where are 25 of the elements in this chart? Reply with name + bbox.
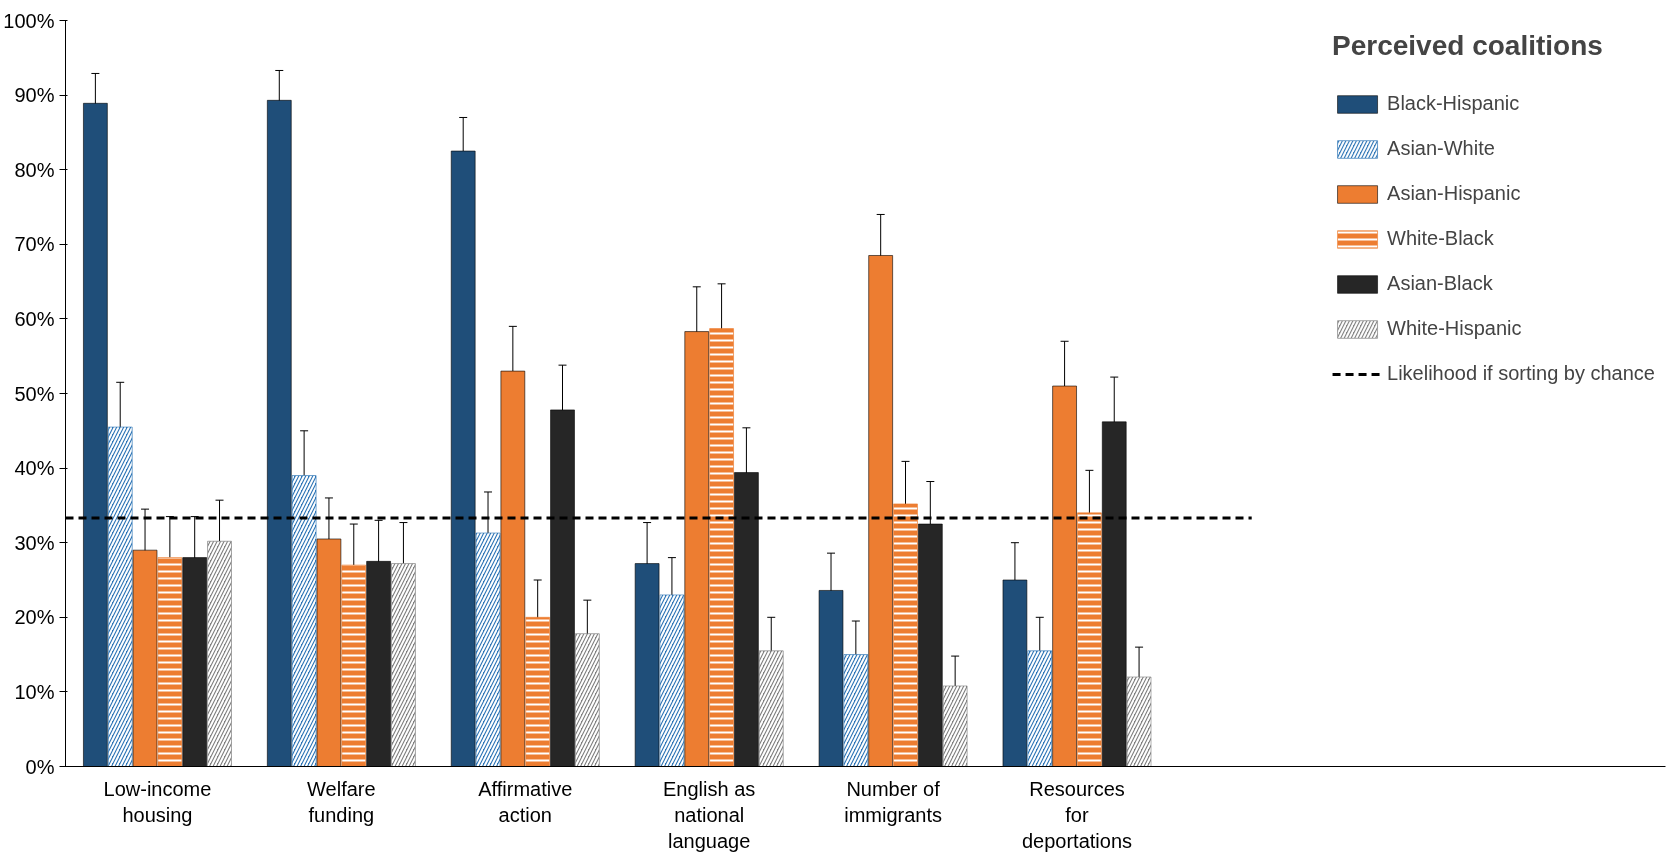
y-tick-label: 80% bbox=[14, 158, 55, 181]
y-tick-label: 30% bbox=[14, 531, 55, 554]
legend-label: Likelihood if sorting by chance bbox=[1387, 362, 1655, 385]
legend-label: Asian-White bbox=[1387, 137, 1495, 160]
legend-label: White-Hispanic bbox=[1387, 317, 1522, 340]
y-tick-label: 100% bbox=[3, 9, 55, 32]
y-tick-label: 20% bbox=[14, 606, 55, 629]
y-tick-label: 50% bbox=[14, 382, 55, 405]
x-tick-label: English as national language bbox=[663, 777, 756, 853]
legend-title: Perceived coalitions bbox=[1332, 30, 1604, 62]
x-tick-label: Welfare funding bbox=[307, 777, 376, 826]
legend-label: Asian-Black bbox=[1387, 272, 1493, 295]
y-tick-label: 40% bbox=[14, 457, 55, 480]
y-tick-label: 60% bbox=[14, 307, 55, 330]
x-tick-label: Number of immigrants bbox=[844, 777, 942, 826]
y-tick-label: 70% bbox=[14, 233, 55, 256]
x-tick-label: Low-income housing bbox=[103, 777, 212, 826]
legend-label: Asian-Hispanic bbox=[1387, 182, 1521, 205]
x-tick-label: Affirmative action bbox=[478, 777, 573, 826]
y-tick-label: 0% bbox=[25, 755, 55, 778]
y-tick-label: 10% bbox=[14, 680, 55, 703]
legend-label: Black-Hispanic bbox=[1387, 92, 1520, 115]
legend-label: White-Black bbox=[1387, 227, 1494, 250]
x-tick-label: Resources for deportations bbox=[1021, 777, 1133, 853]
y-tick-label: 90% bbox=[14, 84, 55, 107]
